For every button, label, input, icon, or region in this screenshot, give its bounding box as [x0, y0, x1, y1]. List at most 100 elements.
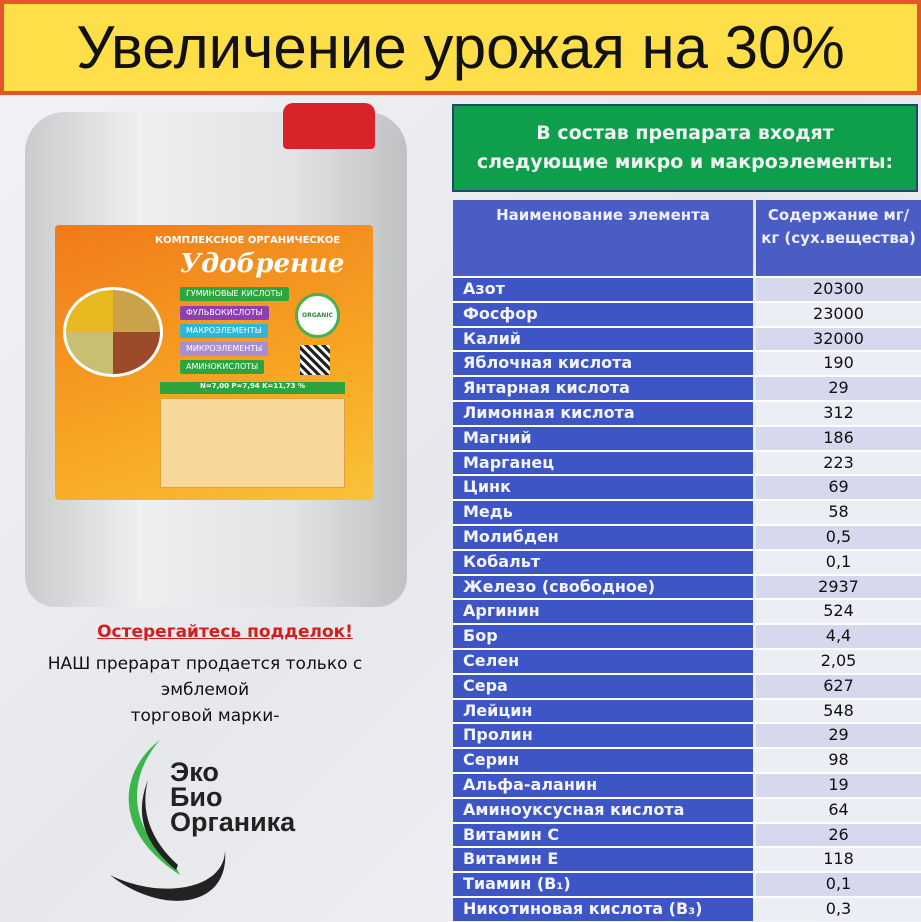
- table-row: Медь 58: [453, 499, 921, 524]
- table-row: Янтарная кислота 29: [453, 375, 921, 400]
- element-name: Яблочная кислота: [453, 352, 753, 376]
- table-row: Сера 627: [453, 672, 921, 698]
- headline-banner: Увеличение урожая на 30%: [0, 0, 921, 95]
- element-name: Тиамин (B₁): [453, 873, 753, 896]
- element-value: 20300: [756, 278, 921, 301]
- element-name: Витамин Е: [453, 848, 753, 872]
- element-name: Янтарная кислота: [453, 377, 753, 400]
- element-value: 69: [756, 476, 921, 500]
- label-item: МАКРОЭЛЕМЕНТЫ: [180, 324, 268, 338]
- element-value: 19: [756, 773, 921, 797]
- label-item: ФУЛЬВОКИСЛОТЫ: [180, 306, 269, 320]
- label-spec-table: [160, 398, 345, 488]
- table-row: Тиамин (B₁) 0,1: [453, 871, 921, 896]
- warning-line: торговой марки-: [130, 706, 280, 726]
- element-name: Кобальт: [453, 550, 753, 574]
- table-row: Пролин 29: [453, 722, 921, 748]
- headline: Увеличение урожая на 30%: [76, 14, 845, 81]
- element-value: 4,4: [756, 625, 921, 648]
- element-value: 186: [756, 426, 921, 450]
- element-name: Калий: [453, 327, 753, 351]
- table-row: Калий 32000: [453, 325, 921, 351]
- logo-word: Био: [170, 782, 223, 812]
- composition-line-2: следующие микро и макроэлементы:: [476, 151, 894, 173]
- table-row: Яблочная кислота 190: [453, 350, 921, 376]
- element-name: Фосфор: [453, 302, 753, 326]
- logo-word: Эко: [170, 757, 219, 787]
- element-name: Пролин: [453, 724, 753, 748]
- warning-line: НАШ прерарат продается только с: [47, 654, 363, 674]
- crops-image: [63, 287, 163, 377]
- composition-table: Наименование элемента Содержание мг/кг (…: [453, 200, 921, 921]
- element-name: Лейцин: [453, 699, 753, 723]
- label-item: ГУМИНОВЫЕ КИСЛОТЫ: [180, 287, 289, 301]
- table-row: Железо (свободное) 2937: [453, 573, 921, 599]
- table-row: Никотиновая кислота (B₃) 0,3: [453, 895, 921, 921]
- element-value: 118: [756, 848, 921, 872]
- element-name: Аргинин: [453, 600, 753, 624]
- element-name: Марганец: [453, 451, 753, 475]
- table-row: Витамин Е 118: [453, 846, 921, 872]
- element-name: Витамин С: [453, 823, 753, 847]
- table-row: Магний 186: [453, 424, 921, 450]
- table-row: Аргинин 524: [453, 598, 921, 624]
- element-name: Бор: [453, 625, 753, 648]
- element-value: 548: [756, 699, 921, 723]
- element-value: 312: [756, 401, 921, 425]
- table-row: Селен 2,05: [453, 647, 921, 673]
- element-value: 627: [756, 674, 921, 698]
- element-value: 32000: [756, 327, 921, 351]
- logo-swoosh-icon: [110, 740, 226, 901]
- element-value: 0,5: [756, 525, 921, 549]
- element-value: 190: [756, 352, 921, 376]
- table-row: Серин 98: [453, 747, 921, 772]
- logo-word: Органика: [170, 807, 296, 837]
- element-value: 58: [756, 501, 921, 524]
- element-value: 26: [756, 823, 921, 847]
- element-value: 0,1: [756, 873, 921, 896]
- element-name: Железо (свободное): [453, 575, 753, 599]
- label-item: МИКРОЭЛЕМЕНТЫ: [180, 342, 269, 356]
- canister-cap: [283, 103, 375, 149]
- element-value: 29: [756, 724, 921, 748]
- product-label: КОМПЛЕКСНОЕ ОРГАНИЧЕСКОЕ Удобрение ГУМИН…: [55, 225, 373, 500]
- warning-line: эмблемой: [160, 680, 250, 700]
- header-element-name: Наименование элемента: [453, 200, 753, 276]
- element-name: Лимонная кислота: [453, 401, 753, 425]
- element-value: 64: [756, 798, 921, 822]
- element-value: 98: [756, 749, 921, 772]
- label-item: АМИНОКИСЛОТЫ: [180, 360, 265, 374]
- element-value: 0,1: [756, 550, 921, 574]
- table-row: Молибден 0,5: [453, 523, 921, 549]
- element-name: Аминоуксусная кислота: [453, 798, 753, 822]
- table-row: Альфа-аланин 19: [453, 771, 921, 797]
- composition-heading: В состав препарата входят следующие микр…: [452, 104, 918, 192]
- table-row: Фосфор 23000: [453, 300, 921, 326]
- element-value: 223: [756, 451, 921, 475]
- qr-code: [300, 345, 330, 375]
- element-value: 2937: [756, 575, 921, 599]
- element-value: 0,3: [756, 897, 921, 921]
- element-name: Селен: [453, 649, 753, 673]
- warning-title: Остерегайтесь подделок!: [97, 622, 353, 642]
- table-row: Аминоуксусная кислота 64: [453, 796, 921, 822]
- element-value: 2,05: [756, 649, 921, 673]
- element-value: 524: [756, 600, 921, 624]
- element-name: Медь: [453, 501, 753, 524]
- label-subtitle: КОМПЛЕКСНОЕ ОРГАНИЧЕСКОЕ: [155, 235, 341, 246]
- element-name: Магний: [453, 426, 753, 450]
- table-row: Витамин С 26: [453, 821, 921, 847]
- table-row: Марганец 223: [453, 449, 921, 475]
- composition-line-1: В состав препарата входят: [536, 122, 834, 144]
- label-title: Удобрение: [180, 249, 345, 279]
- table-row: Азот 20300: [453, 276, 921, 301]
- warning-text: НАШ прерарат продается только с эмблемой…: [0, 651, 410, 729]
- element-name: Молибден: [453, 525, 753, 549]
- npk-bar: N=7,00 P=7,94 K=11,73 %: [160, 382, 345, 394]
- element-value: 29: [756, 377, 921, 400]
- table-row: Бор 4,4: [453, 623, 921, 648]
- organic-badge: ORGANIC: [295, 293, 340, 338]
- element-name: Никотиновая кислота (B₃): [453, 897, 753, 921]
- element-name: Серин: [453, 749, 753, 772]
- table-row: Лейцин 548: [453, 697, 921, 723]
